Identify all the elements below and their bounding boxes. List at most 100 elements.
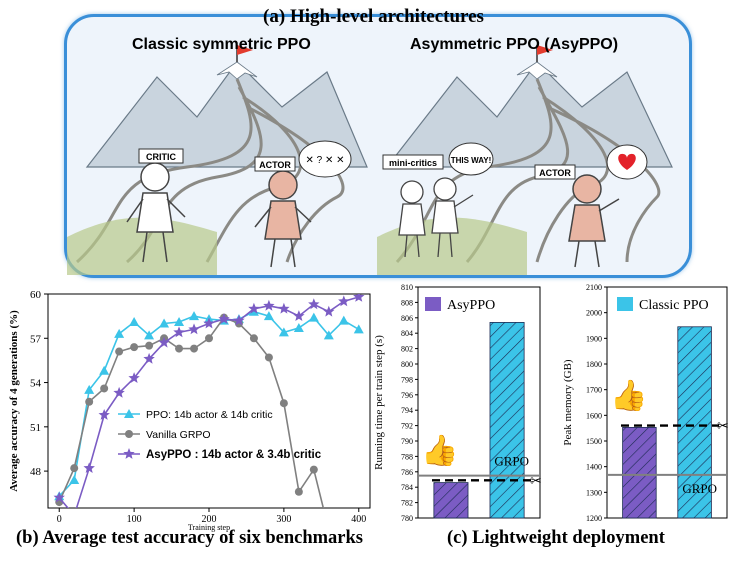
grpo-label: GRPO <box>494 454 529 469</box>
data-point <box>353 324 364 334</box>
data-point <box>53 491 65 503</box>
y-tick-label: 1800 <box>586 360 602 369</box>
bar-hatch <box>489 322 525 518</box>
data-point <box>323 305 335 317</box>
data-point <box>293 322 304 332</box>
data-point <box>308 312 319 322</box>
data-point <box>128 372 140 383</box>
actor-figure-right <box>568 174 620 268</box>
plot-frame <box>417 286 541 519</box>
plot-frame <box>606 286 728 519</box>
mini-critics-sign <box>382 154 444 170</box>
left-panel-title: Classic symmetric PPO <box>132 36 311 53</box>
y-tick-label: 804 <box>401 329 413 338</box>
y-tick-label: 57 <box>30 333 42 345</box>
data-point <box>189 311 200 321</box>
left-flag-icon <box>237 45 253 55</box>
data-point <box>308 298 320 310</box>
data-point <box>264 353 273 362</box>
data-point <box>70 464 79 473</box>
y-tick-label: 802 <box>401 345 413 354</box>
data-point <box>188 323 200 335</box>
data-point <box>99 365 110 375</box>
y-tick-label: 800 <box>401 360 413 369</box>
scissors-icon: ✂ <box>530 473 542 489</box>
x-tick-label: 100 <box>127 514 142 525</box>
left-mountains <box>85 61 368 168</box>
data-point <box>84 384 95 394</box>
data-point <box>338 295 350 307</box>
mini-critics-label: mini-critics <box>389 158 437 168</box>
thumbs-up-icon: 👍 <box>421 432 458 468</box>
legend-label: Classic PPO <box>639 298 709 313</box>
architecture-panel: CRITIC ACTOR ✕ ? ✕ ✕ <box>64 14 692 278</box>
legend-marker <box>124 409 134 418</box>
series-group <box>53 294 365 508</box>
legend-marker <box>125 430 133 438</box>
heart-icon <box>618 153 636 170</box>
caption-b: (b) Average test accuracy of six benchma… <box>16 528 363 548</box>
y-axis-label: Running time per train step (s) <box>375 335 385 470</box>
speech-bubble-text: THIS WAY! <box>451 156 492 165</box>
speech-bubble <box>448 142 494 176</box>
data-point <box>294 487 303 496</box>
x-tick-label: 0 <box>57 514 62 525</box>
data-point <box>69 474 80 484</box>
right-mountains <box>385 61 673 168</box>
data-point <box>233 314 245 326</box>
grpo-label: GRPO <box>682 481 717 496</box>
actor-label-right: ACTOR <box>539 168 571 178</box>
right-scene: mini-critics THIS WAY! ACTOR <box>377 45 673 275</box>
y-axis-label: Peak memory (GB) <box>562 359 574 445</box>
y-tick-label: 806 <box>401 314 413 323</box>
data-point <box>158 336 170 348</box>
legend-label: Vanilla GRPO <box>146 429 211 441</box>
data-point <box>353 294 365 302</box>
accuracy-series <box>53 294 365 508</box>
critic-label: CRITIC <box>146 152 176 162</box>
y-tick-label: 788 <box>401 452 413 461</box>
y-tick-label: 780 <box>401 514 413 523</box>
critic-figure <box>126 162 186 263</box>
data-point <box>248 302 260 314</box>
series-line <box>58 296 360 508</box>
data-point <box>113 386 125 398</box>
thought-bubble <box>298 140 352 178</box>
right-flag-icon <box>537 45 553 55</box>
bar-hatch <box>622 427 657 518</box>
memory-bar-chart: 1200 1300 1400 1500 1600 1700 1800 1900 2000 2100… <box>562 283 729 523</box>
data-point <box>293 310 305 321</box>
data-point <box>130 343 139 352</box>
accuracy-line-chart: 48 51 54 57 60 0 100 200 300 400 Training step Aver… <box>8 289 371 532</box>
y-tick-label: 48 <box>30 466 42 478</box>
y-tick-label: 2000 <box>586 309 602 318</box>
y-tick-label: 796 <box>401 391 413 400</box>
data-point <box>278 327 289 337</box>
data-point <box>249 334 258 343</box>
y-tick-label: 2100 <box>586 283 602 292</box>
actor-sign <box>254 156 296 172</box>
thought-bubble-text: ✕ ? ✕ ✕ <box>305 155 344 166</box>
legend-swatch <box>617 297 633 311</box>
y-axis-label: Average accuracy of 4 generations (%) <box>8 310 20 492</box>
architecture-title: (a) High-level architectures <box>263 6 484 27</box>
bar-hatch <box>677 326 712 518</box>
y-tick-label: 784 <box>401 483 413 492</box>
left-scene: CRITIC ACTOR ✕ ? ✕ ✕ <box>67 45 368 275</box>
data-point <box>174 317 185 327</box>
data-point <box>145 341 154 350</box>
architecture-illustration: CRITIC ACTOR ✕ ? ✕ ✕ <box>67 45 673 275</box>
legend-label: AsyPPO <box>447 298 495 313</box>
left-grass <box>67 217 217 275</box>
critic-sign <box>138 148 184 164</box>
mini-critic-figure-1 <box>398 180 426 258</box>
y-tick-label: 51 <box>30 422 41 434</box>
legend-label: AsyPPO : 14b actor & 3.4b critic <box>146 449 322 461</box>
y-tick-label: 786 <box>401 468 413 477</box>
y-tick-label: 782 <box>401 499 413 508</box>
data-point <box>144 330 155 340</box>
actor-figure <box>254 170 312 268</box>
accuracy-legend: PPO: 14b actor & 14b critic Vanilla GRPO A… <box>118 409 322 461</box>
data-point <box>263 299 275 311</box>
